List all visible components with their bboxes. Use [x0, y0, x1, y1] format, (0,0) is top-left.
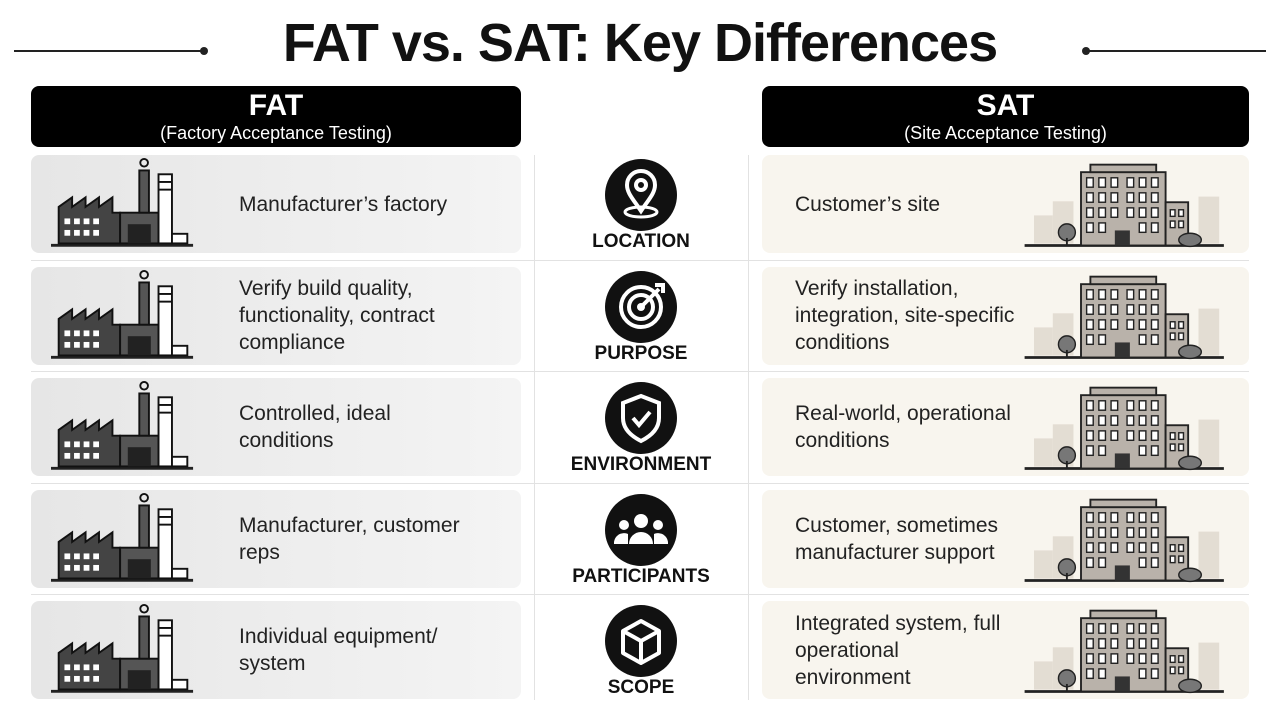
title-rule — [1085, 50, 1266, 52]
fat-text: Manufacturer’s factory — [239, 192, 448, 216]
fat-text: Controlled, ideal conditions — [239, 402, 391, 452]
sat-text: Customer, sometimes manufacturer support — [795, 513, 999, 564]
sat-text: Verify installation, integration, site-s… — [795, 277, 1015, 354]
building-icon — [1023, 163, 1226, 248]
column-divider — [748, 155, 749, 700]
category-label: ENVIRONMENT — [570, 454, 712, 475]
factory-icon — [49, 603, 195, 693]
page-title: FAT vs. SAT: Key Differences — [282, 13, 998, 73]
building-icon — [1023, 609, 1226, 694]
column-divider — [534, 155, 535, 700]
category-icon — [605, 493, 677, 566]
category-label: PURPOSE — [594, 342, 688, 364]
row-divider — [31, 259, 1249, 261]
row-divider — [31, 594, 1249, 595]
sat-header: SAT (Site Acceptance Testing) — [762, 86, 1249, 147]
category-label: PARTICIPANTS — [572, 565, 710, 587]
row-divider — [31, 482, 1249, 484]
row-divider — [31, 371, 1249, 372]
fat-subtitle: (Factory Acceptance Testing) — [160, 123, 392, 143]
category-label: SCOPE — [607, 677, 675, 698]
factory-icon — [49, 268, 195, 359]
fat-text: Verify build quality, functionality, con… — [239, 277, 435, 354]
building-icon — [1023, 497, 1226, 583]
category-icon — [605, 159, 677, 231]
fat-text: Individual equipment/ system — [239, 625, 438, 675]
building-icon — [1023, 274, 1226, 360]
factory-icon — [49, 157, 195, 247]
factory-icon — [49, 491, 195, 582]
category-icon — [605, 382, 677, 454]
sat-title: SAT — [976, 89, 1035, 122]
building-icon — [1023, 386, 1226, 471]
fat-header: FAT (Factory Acceptance Testing) — [31, 86, 521, 147]
category-icon — [605, 605, 677, 677]
sat-text: Real-world, operational conditions — [795, 402, 1011, 452]
fat-title: FAT — [248, 89, 304, 122]
title-dot — [1082, 47, 1090, 55]
category-label: LOCATION — [592, 231, 690, 252]
sat-text: Integrated system, full operational envi… — [795, 611, 1001, 689]
category-icon — [605, 270, 677, 343]
factory-icon — [49, 380, 195, 470]
sat-text: Customer’s site — [795, 192, 941, 216]
fat-text: Manufacturer, customer reps — [239, 513, 460, 564]
title-dot — [200, 47, 208, 55]
sat-subtitle: (Site Acceptance Testing) — [904, 123, 1107, 143]
title-rule — [14, 50, 206, 52]
